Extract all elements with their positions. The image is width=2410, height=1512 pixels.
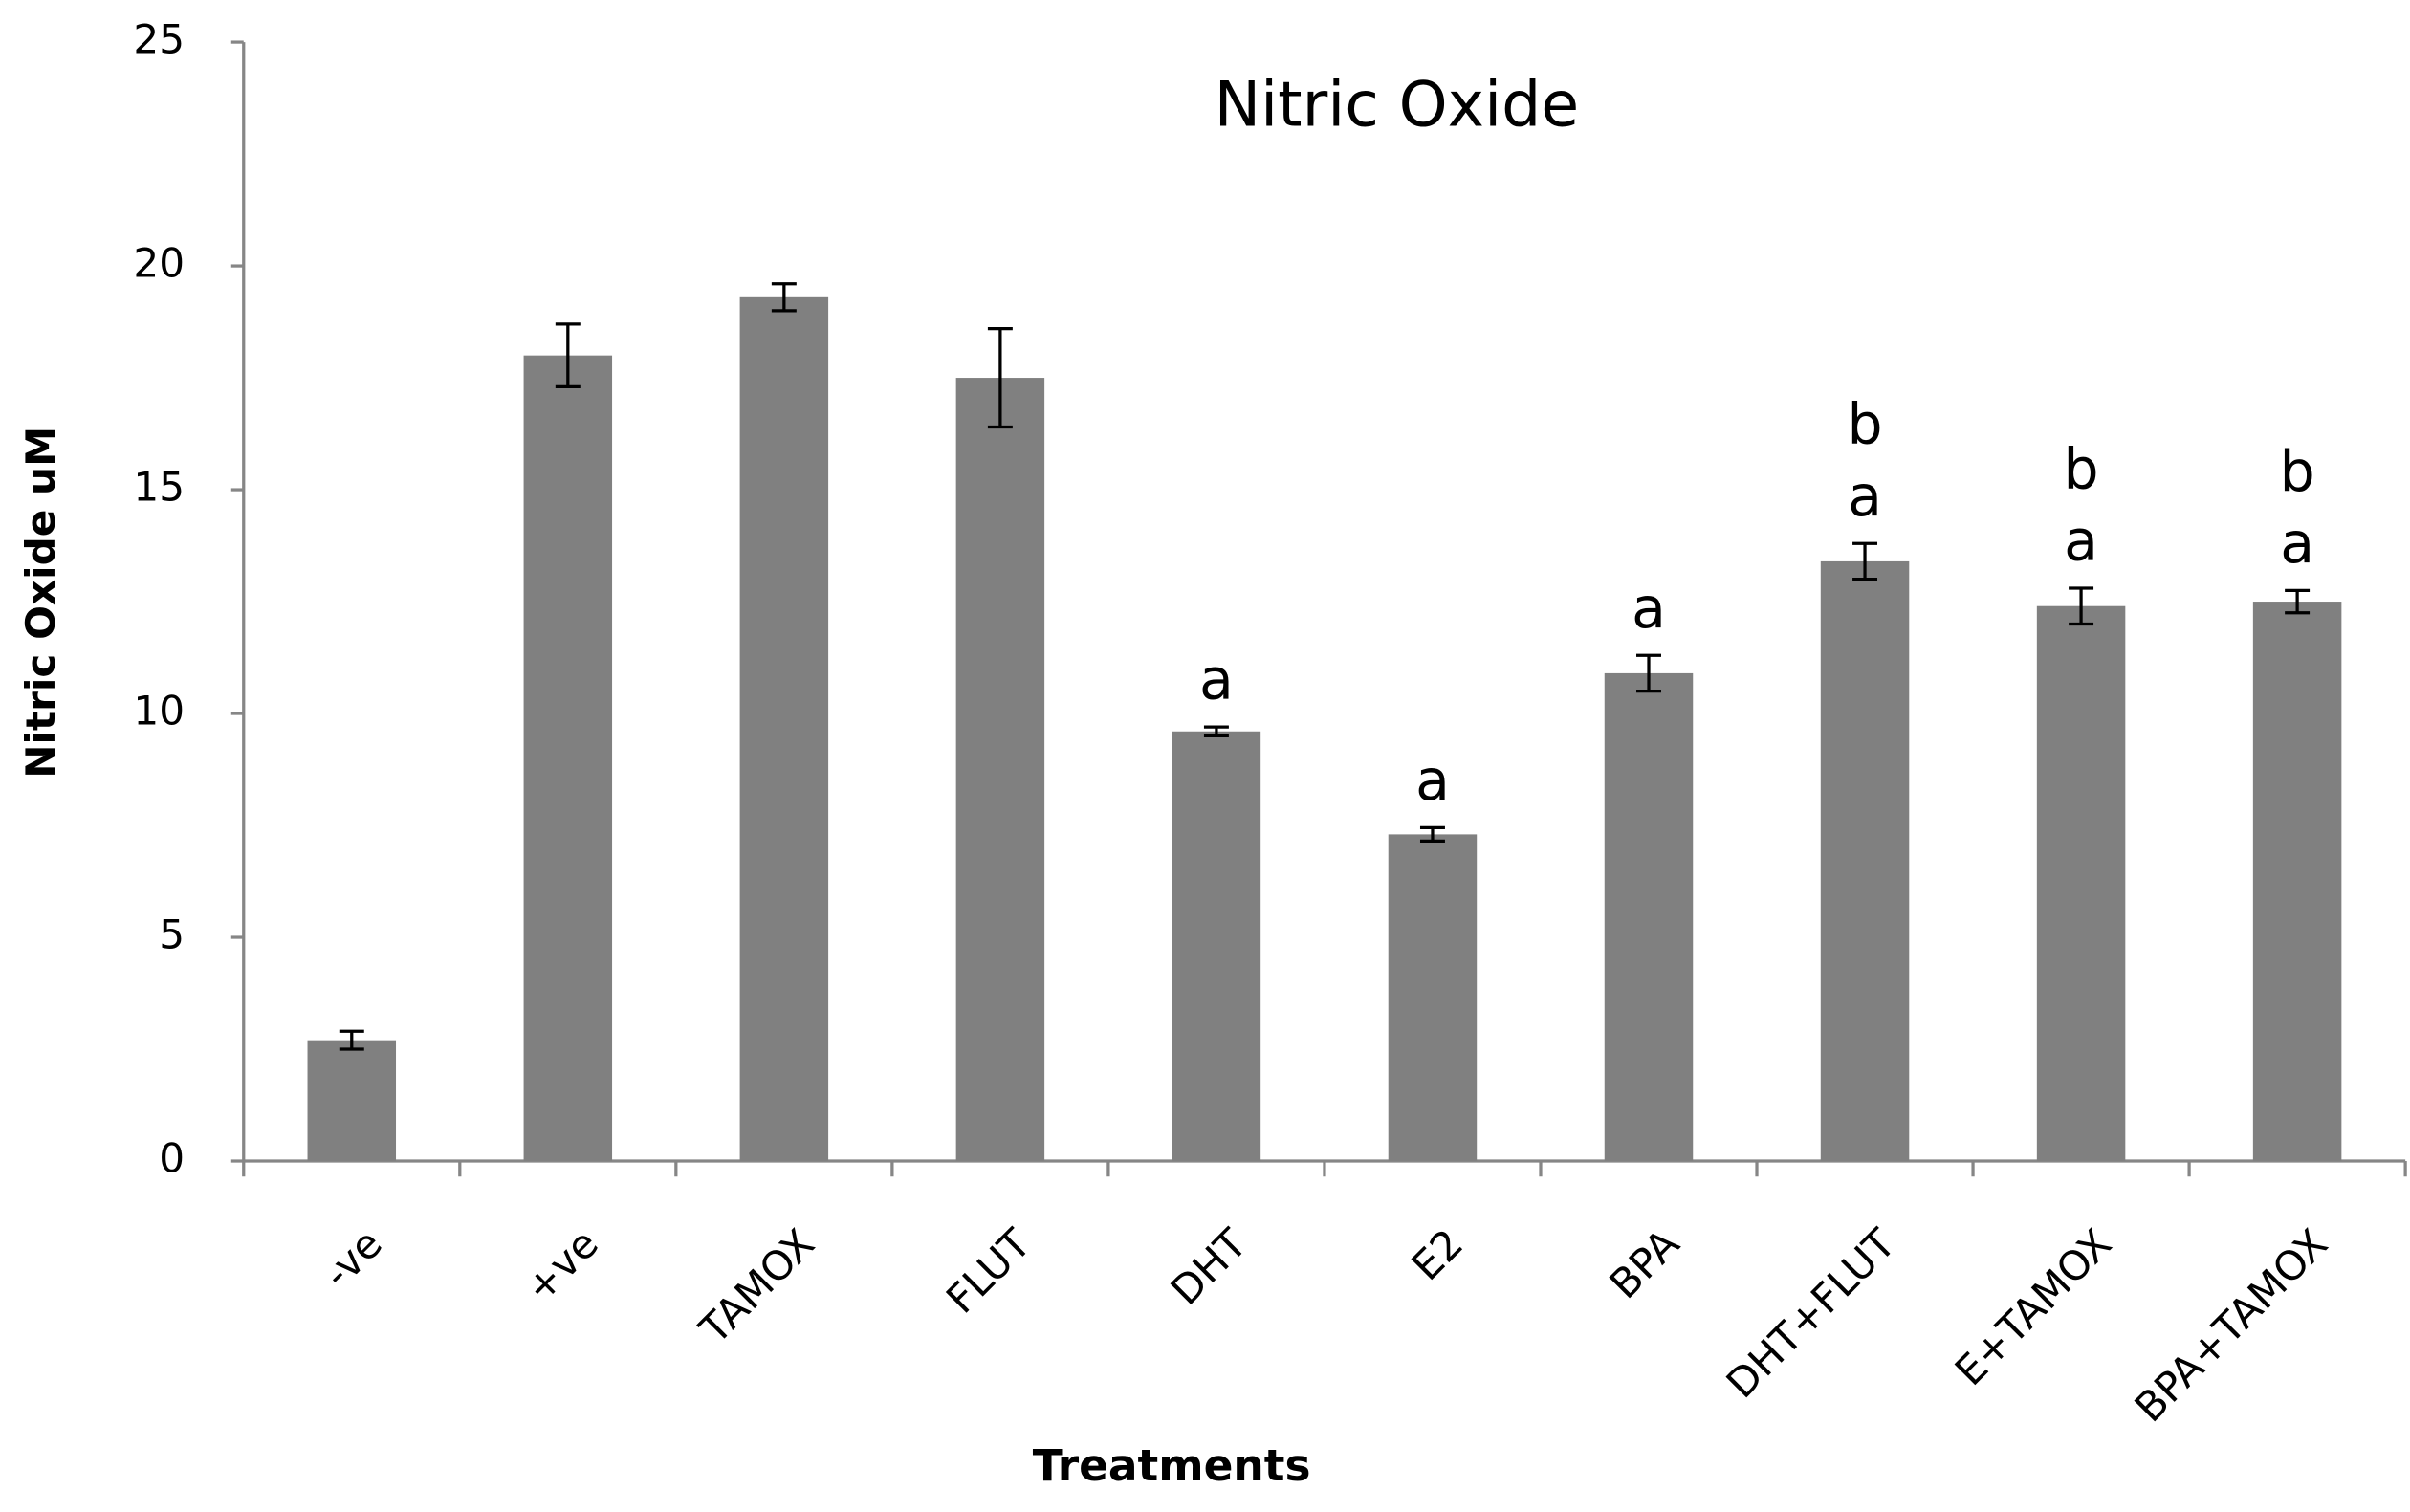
significance-label: b xyxy=(2280,439,2315,504)
significance-label: a xyxy=(1632,576,1666,641)
significance-label: a xyxy=(1848,464,1882,529)
significance-label: a xyxy=(1199,647,1234,712)
x-tick-label: FLUT xyxy=(937,1220,1040,1323)
chart-title: Nitric Oxide xyxy=(1215,69,1580,141)
x-tick-label: BPA xyxy=(1601,1220,1689,1308)
bar xyxy=(739,296,829,1162)
y-axis-label: Nitric Oxide uM xyxy=(17,427,64,778)
x-tick-label: BPA+TAMOX xyxy=(2126,1220,2337,1432)
significance-label: b xyxy=(2064,437,2099,502)
y-tick-label: 5 xyxy=(159,911,185,958)
bar xyxy=(523,355,613,1162)
bar xyxy=(2036,605,2126,1162)
x-tick-label: E+TAMOX xyxy=(1946,1220,2120,1394)
bar xyxy=(1820,560,1910,1162)
x-tick-label: +ve xyxy=(515,1220,607,1312)
bar xyxy=(1604,672,1694,1162)
significance-label: b xyxy=(1847,392,1882,457)
bar xyxy=(307,1040,397,1162)
significance-label: a xyxy=(2064,509,2098,574)
x-tick-label: -ve xyxy=(314,1220,391,1298)
x-tick-label: TAMOX xyxy=(690,1220,823,1353)
bar xyxy=(955,378,1045,1162)
x-axis-label: Treatments xyxy=(1033,1440,1311,1491)
bar xyxy=(1388,834,1478,1162)
bar xyxy=(1172,731,1261,1162)
y-tick-label: 0 xyxy=(159,1135,185,1182)
y-tick-label: 20 xyxy=(133,240,185,287)
x-tick-label: E2 xyxy=(1403,1220,1472,1289)
bar xyxy=(2252,602,2342,1162)
significance-label: a xyxy=(2280,511,2314,576)
x-tick-label: DHT xyxy=(1162,1220,1256,1314)
y-tick-label: 15 xyxy=(133,464,185,511)
y-tick-label: 25 xyxy=(133,16,185,63)
significance-label: a xyxy=(1415,748,1450,813)
x-tick-label: DHT+FLUT xyxy=(1718,1220,1905,1408)
y-tick-label: 10 xyxy=(133,688,185,734)
